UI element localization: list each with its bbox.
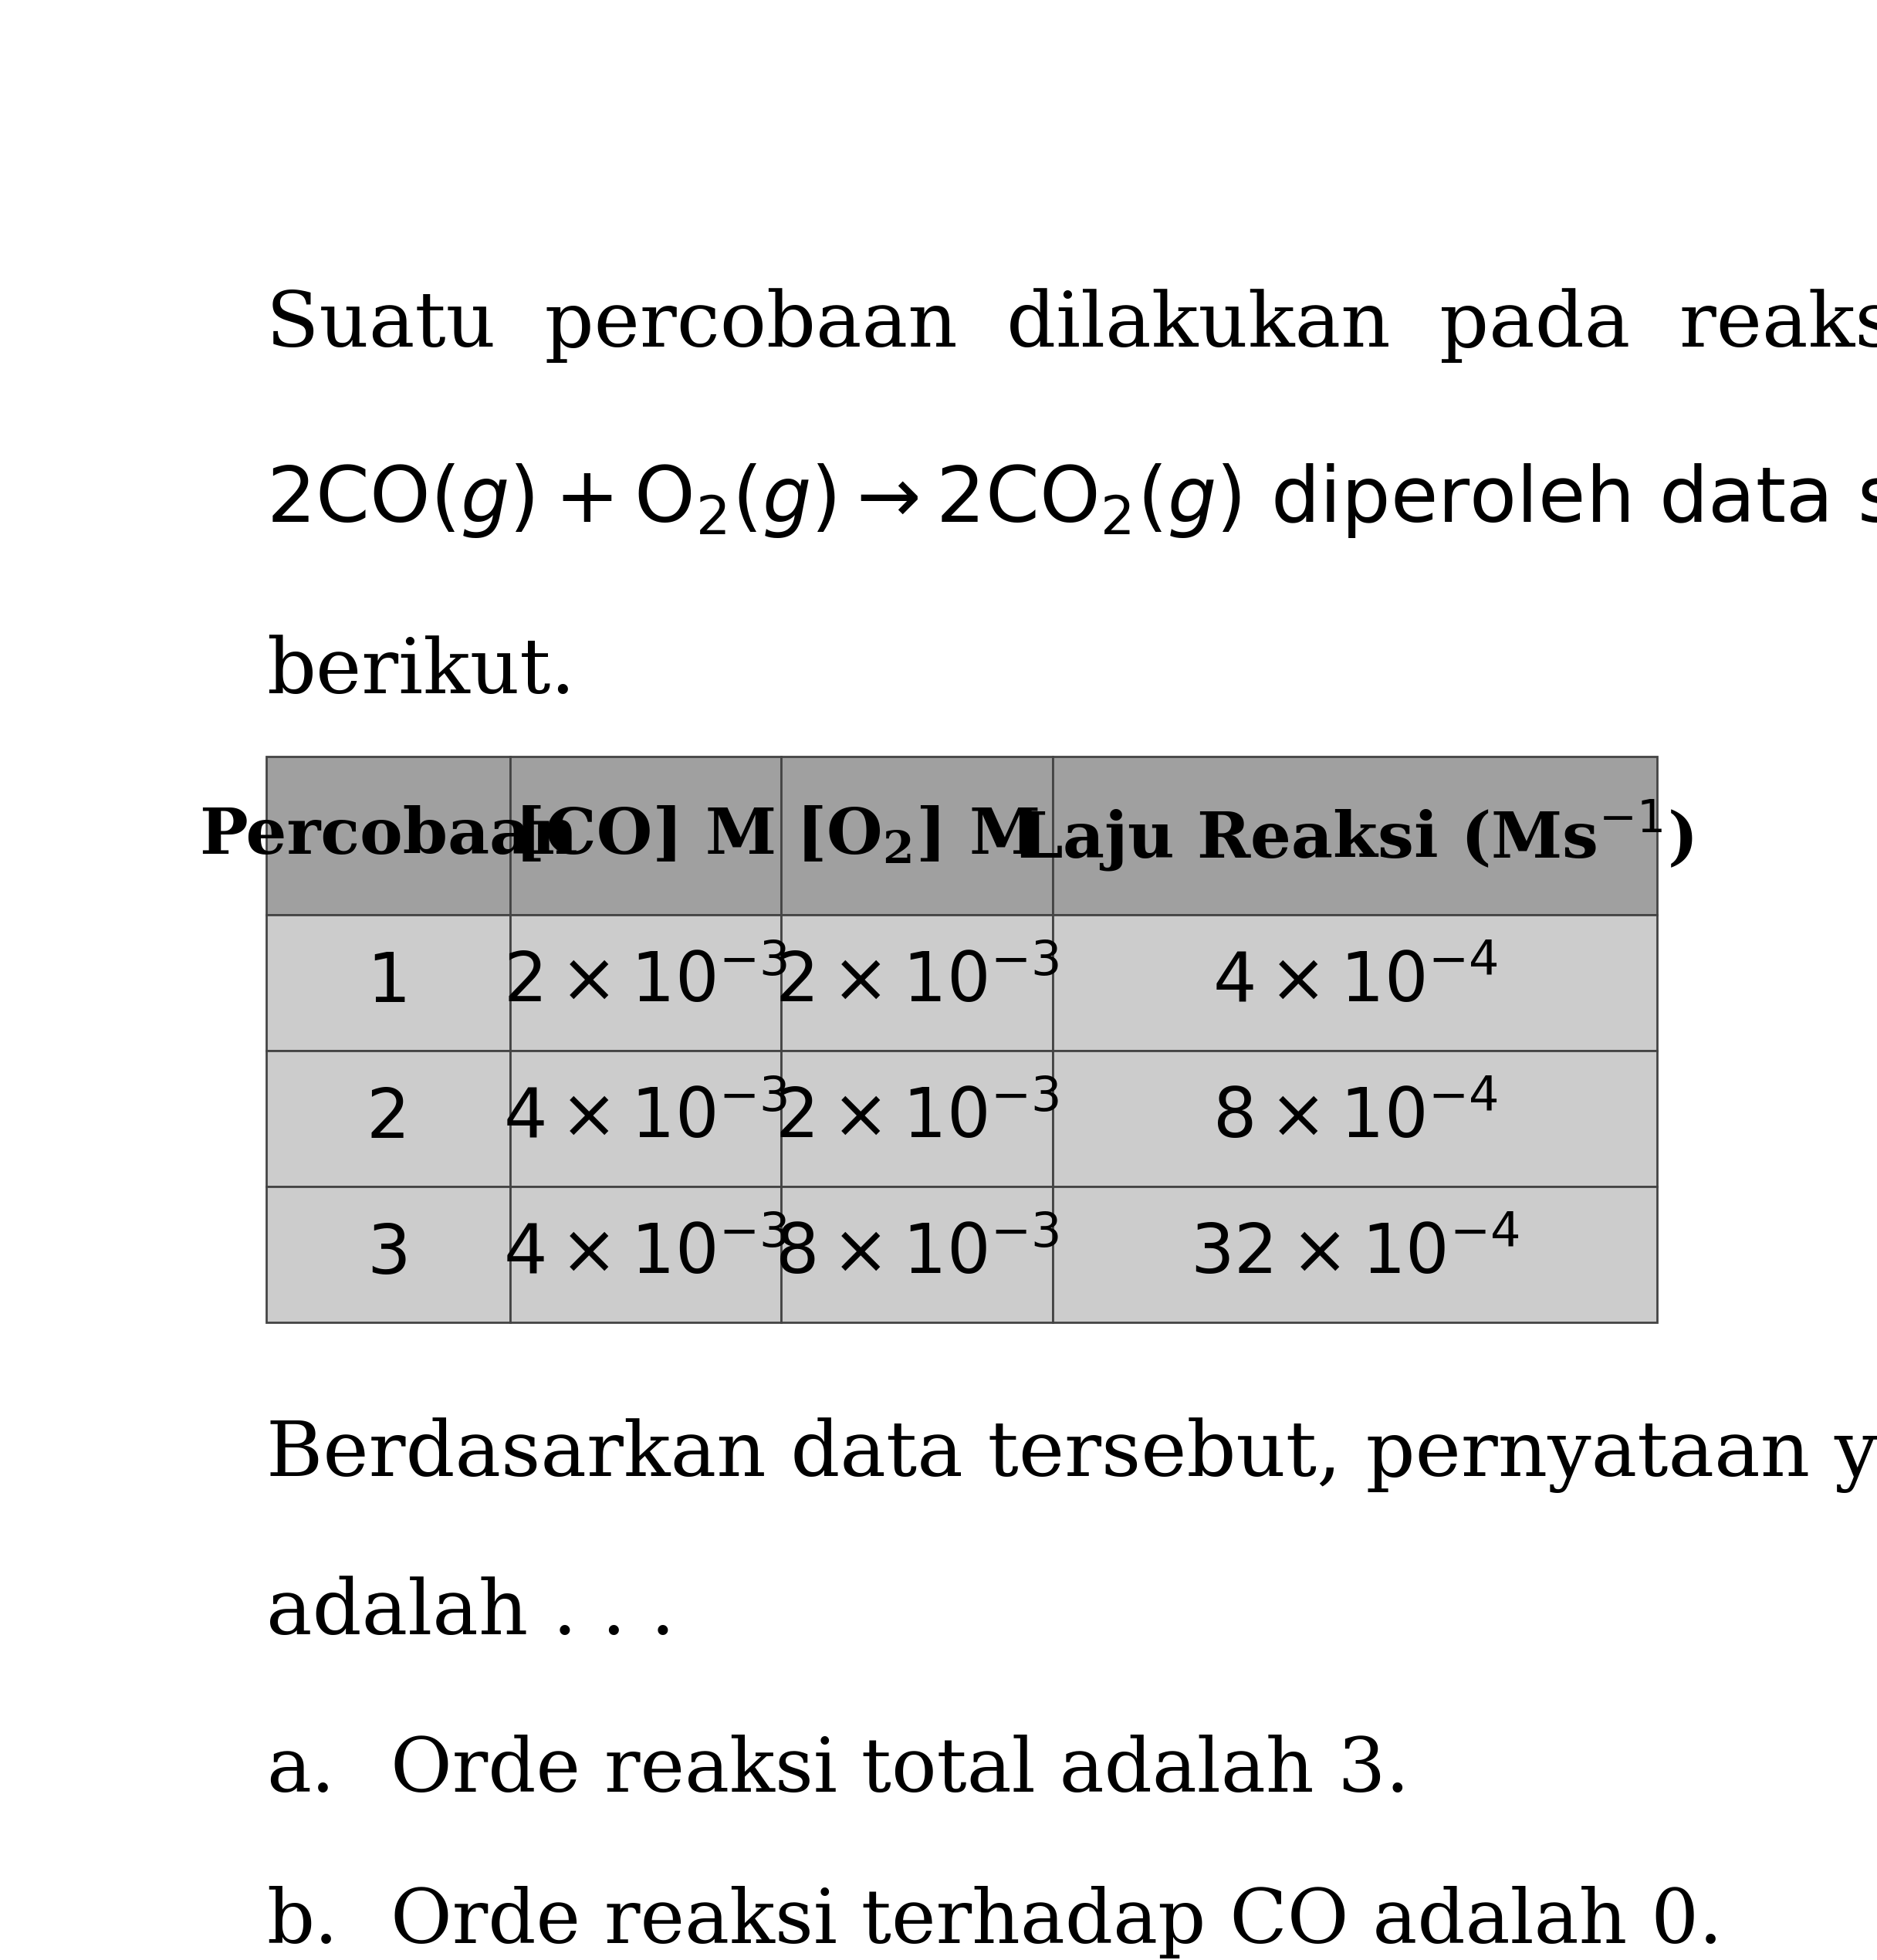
FancyBboxPatch shape [267,915,511,1051]
Text: $2 \times 10^{-3}$: $2 \times 10^{-3}$ [775,949,1059,1017]
FancyBboxPatch shape [511,915,781,1051]
Text: $8 \times 10^{-3}$: $8 \times 10^{-3}$ [775,1221,1059,1288]
Text: adalah . . .: adalah . . . [267,1576,676,1650]
Text: Berdasarkan data tersebut, pernyataan yang tepat: Berdasarkan data tersebut, pernyataan ya… [267,1417,1877,1494]
Text: $2 \times 10^{-3}$: $2 \times 10^{-3}$ [503,949,788,1017]
Text: b.: b. [267,1886,338,1958]
Text: $32 \times 10^{-4}$: $32 \times 10^{-4}$ [1190,1221,1518,1288]
Text: Suatu  percobaan  dilakukan  pada  reaksi:: Suatu percobaan dilakukan pada reaksi: [267,288,1877,363]
FancyBboxPatch shape [511,1186,781,1323]
Text: Orde reaksi terhadap CO adalah 0.: Orde reaksi terhadap CO adalah 0. [390,1886,1723,1958]
Text: a.: a. [267,1735,336,1807]
Text: $8 \times 10^{-4}$: $8 \times 10^{-4}$ [1213,1086,1498,1152]
Text: $\mathregular{2CO(}$$\mathit{g}$$\mathregular{) + O_2(}$$\mathit{g}$$\mathregula: $\mathregular{2CO(}$$\mathit{g}$$\mathre… [267,461,1877,539]
FancyBboxPatch shape [781,1186,1053,1323]
FancyBboxPatch shape [781,1051,1053,1186]
FancyBboxPatch shape [781,757,1053,915]
Text: $4 \times 10^{-4}$: $4 \times 10^{-4}$ [1213,949,1498,1017]
Text: 2: 2 [366,1086,409,1152]
FancyBboxPatch shape [267,1186,511,1323]
FancyBboxPatch shape [1053,1186,1657,1323]
FancyBboxPatch shape [267,1051,511,1186]
FancyBboxPatch shape [781,915,1053,1051]
FancyBboxPatch shape [1053,1051,1657,1186]
FancyBboxPatch shape [511,757,781,915]
Text: $4 \times 10^{-3}$: $4 \times 10^{-3}$ [503,1221,788,1288]
Text: berikut.: berikut. [267,635,576,710]
FancyBboxPatch shape [1053,915,1657,1051]
Text: Laju Reaksi (Ms$^{-1}$): Laju Reaksi (Ms$^{-1}$) [1017,798,1693,872]
Text: 3: 3 [366,1221,411,1288]
FancyBboxPatch shape [1053,757,1657,915]
Text: Orde reaksi total adalah 3.: Orde reaksi total adalah 3. [390,1735,1410,1807]
FancyBboxPatch shape [267,757,511,915]
FancyBboxPatch shape [511,1051,781,1186]
Text: $2 \times 10^{-3}$: $2 \times 10^{-3}$ [775,1086,1059,1152]
Text: 1: 1 [366,949,411,1017]
Text: Percobaan: Percobaan [199,806,578,866]
Text: [CO] M: [CO] M [514,806,777,866]
Text: $4 \times 10^{-3}$: $4 \times 10^{-3}$ [503,1086,788,1152]
Text: $\mathregular{[O_2]}$ M: $\mathregular{[O_2]}$ M [796,806,1038,866]
